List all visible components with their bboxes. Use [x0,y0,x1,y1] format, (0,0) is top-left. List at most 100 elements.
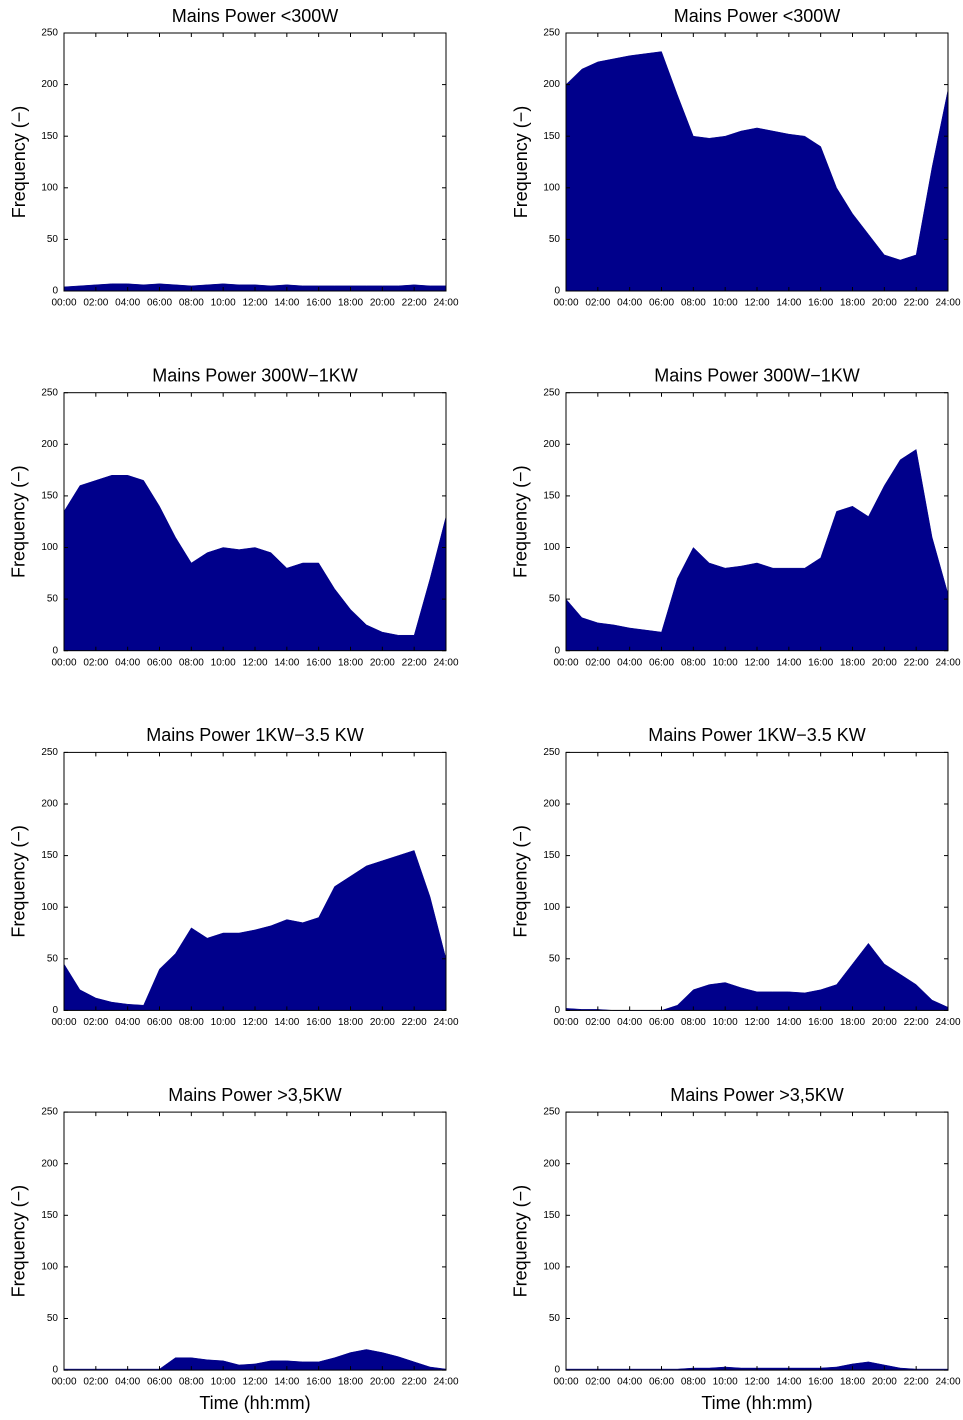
area [565,942,949,1011]
x-tick-label: 10:00 [211,657,236,668]
plot-frame [63,1111,447,1371]
x-tick-label: 06:00 [649,298,674,309]
x-tick-label: 24:00 [935,1377,960,1388]
x-tick-label: 22:00 [402,1377,427,1388]
y-tick-label: 200 [41,79,58,90]
x-tick-label: 08:00 [179,1017,204,1028]
y-tick-label: 0 [52,1365,58,1376]
x-tick-label: 22:00 [402,657,427,668]
x-tick-label: 06:00 [147,1377,172,1388]
x-tick-label: 20:00 [370,1017,395,1028]
x-tick-label: 16:00 [306,1017,331,1028]
y-tick-label: 0 [554,1005,560,1016]
y-tick-label: 250 [41,28,58,39]
x-tick-label: 16:00 [808,657,833,668]
x-tick-label: 08:00 [681,1377,706,1388]
y-tick-label: 150 [543,131,560,142]
x-tick-label: 18:00 [338,1377,363,1388]
x-tick-label: 22:00 [402,1017,427,1028]
x-axis-label: Time (hh:mm) [199,1393,310,1413]
y-tick-label: 100 [41,542,58,553]
chart-title: Mains Power 300W−1KW [152,365,358,385]
x-tick-label: 00:00 [51,298,76,309]
y-axis-label: Frequency (−) [511,106,531,219]
y-tick-label: 0 [52,1005,58,1016]
plot-frame [63,32,447,292]
y-axis-label: Frequency (−) [511,825,531,938]
y-tick-label: 200 [543,1158,560,1169]
x-tick-label: 16:00 [808,1377,833,1388]
x-tick-label: 22:00 [904,1017,929,1028]
x-tick-label: 14:00 [776,1017,801,1028]
x-tick-label: 08:00 [179,657,204,668]
x-tick-label: 16:00 [306,1377,331,1388]
y-axis-label: Frequency (−) [9,825,29,938]
y-tick-label: 200 [41,1158,58,1169]
x-tick-label: 02:00 [585,1377,610,1388]
y-tick-label: 0 [52,286,58,297]
x-tick-label: 18:00 [840,657,865,668]
x-tick-label: 24:00 [433,1377,458,1388]
y-tick-label: 50 [47,234,59,245]
x-tick-label: 04:00 [115,1377,140,1388]
x-tick-label: 10:00 [713,1017,738,1028]
x-tick-label: 00:00 [51,1017,76,1028]
x-tick-label: 00:00 [553,1377,578,1388]
y-tick-label: 50 [549,1313,561,1324]
y-axis-label: Frequency (−) [9,1185,29,1298]
x-tick-label: 20:00 [370,1377,395,1388]
y-tick-label: 150 [41,491,58,502]
y-tick-label: 50 [549,953,561,964]
x-tick-label: 06:00 [649,657,674,668]
x-tick-label: 14:00 [776,657,801,668]
chart-title: Mains Power >3,5KW [168,1085,342,1105]
x-tick-label: 10:00 [713,657,738,668]
y-tick-label: 250 [41,747,58,758]
x-tick-label: 08:00 [681,657,706,668]
chart-title: Mains Power 1KW−3.5 KW [146,725,364,745]
x-tick-label: 10:00 [211,1377,236,1388]
y-tick-label: 150 [41,131,58,142]
y-axis-label: Frequency (−) [511,465,531,578]
x-tick-label: 04:00 [115,1017,140,1028]
x-tick-label: 24:00 [935,657,960,668]
x-tick-label: 08:00 [179,1377,204,1388]
y-tick-label: 100 [543,902,560,913]
x-tick-label: 20:00 [872,657,897,668]
x-tick-label: 14:00 [776,298,801,309]
y-tick-label: 150 [41,850,58,861]
y-tick-label: 250 [543,387,560,398]
chart-title: Mains Power 300W−1KW [654,365,860,385]
y-tick-label: 150 [543,1210,560,1221]
y-tick-label: 50 [47,953,59,964]
y-tick-label: 100 [543,542,560,553]
x-tick-label: 02:00 [585,298,610,309]
y-tick-label: 50 [549,594,561,605]
x-tick-label: 14:00 [274,1017,299,1028]
x-tick-label: 18:00 [840,1377,865,1388]
y-axis-label: Frequency (−) [511,1185,531,1298]
y-tick-label: 250 [41,387,58,398]
x-tick-label: 04:00 [617,657,642,668]
y-tick-label: 150 [41,1210,58,1221]
x-tick-label: 10:00 [211,1017,236,1028]
y-axis-label: Frequency (−) [9,106,29,219]
x-tick-label: 18:00 [840,1017,865,1028]
y-tick-label: 200 [41,799,58,810]
y-tick-label: 200 [41,439,58,450]
x-tick-label: 06:00 [147,657,172,668]
x-tick-label: 12:00 [242,657,267,668]
x-tick-label: 02:00 [83,1377,108,1388]
x-tick-label: 06:00 [649,1377,674,1388]
chart-title: Mains Power <300W [674,6,841,26]
x-tick-label: 08:00 [179,298,204,309]
x-tick-label: 22:00 [402,298,427,309]
x-axis-label: Time (hh:mm) [701,1393,812,1413]
y-tick-label: 0 [554,286,560,297]
x-tick-label: 10:00 [713,1377,738,1388]
x-tick-label: 06:00 [147,1017,172,1028]
x-tick-label: 12:00 [744,657,769,668]
x-tick-label: 02:00 [585,657,610,668]
